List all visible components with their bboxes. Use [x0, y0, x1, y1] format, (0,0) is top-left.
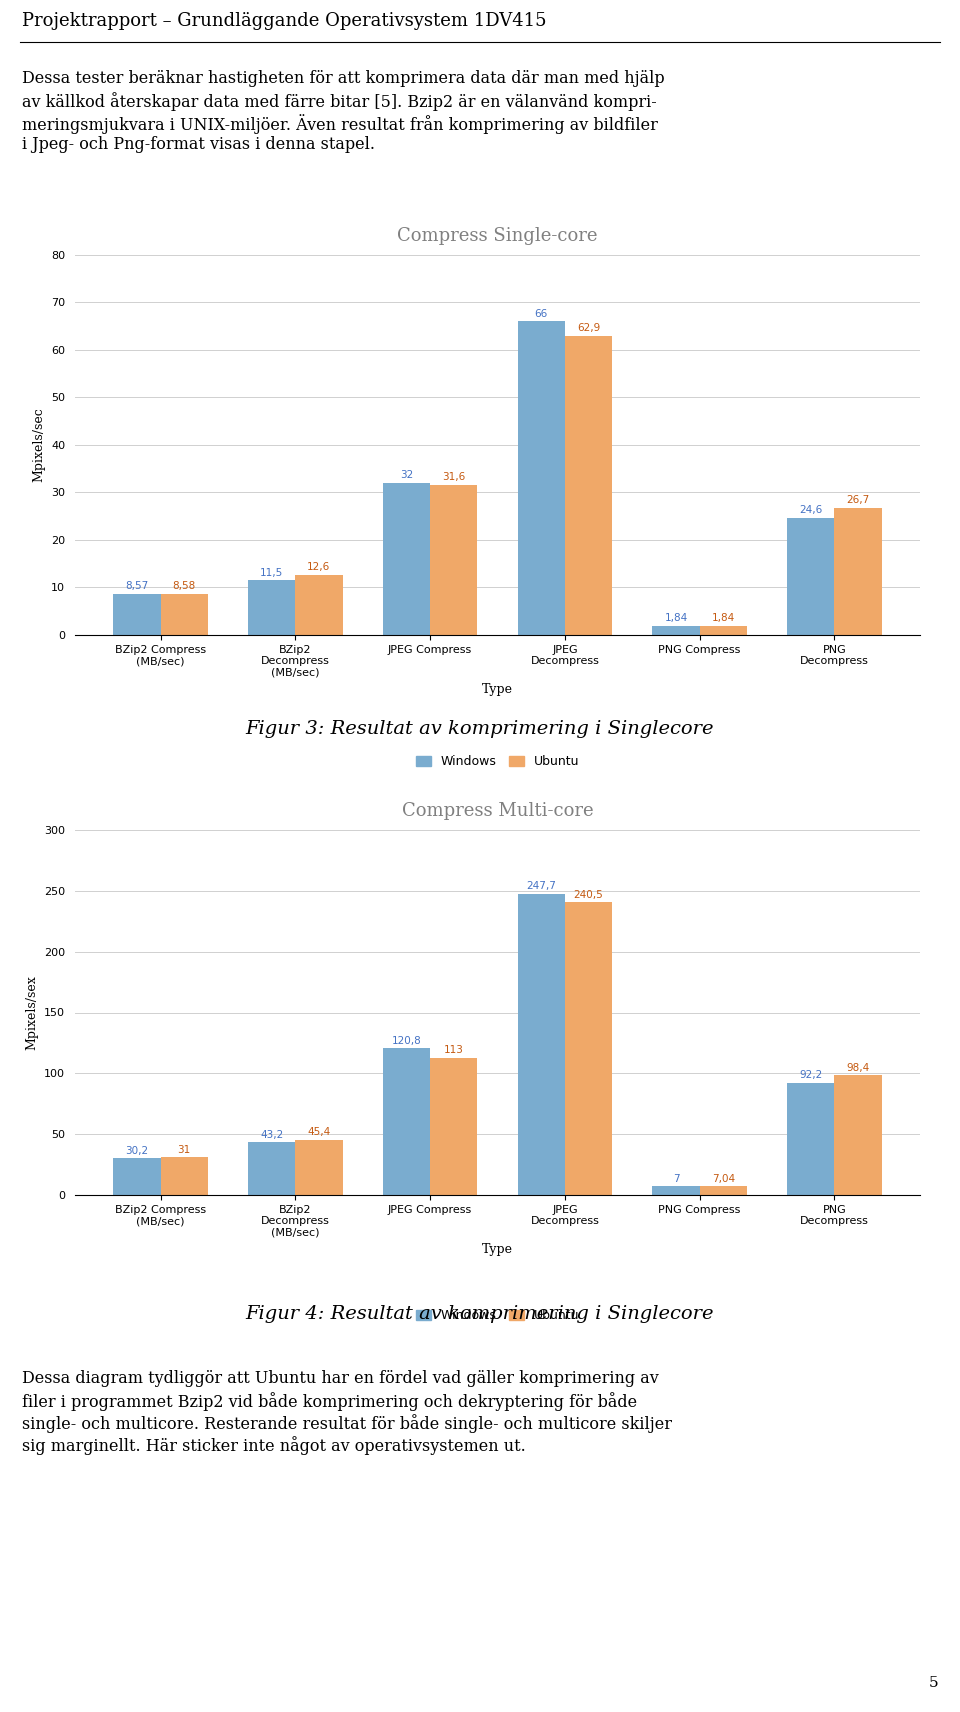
Text: 31: 31 [178, 1145, 191, 1156]
Legend: Windows, Ubuntu: Windows, Ubuntu [411, 750, 585, 774]
Text: 247,7: 247,7 [526, 882, 556, 892]
Text: meringsmjukvara i UNIX-miljöer. Även resultat från komprimering av bildfiler: meringsmjukvara i UNIX-miljöer. Även res… [22, 115, 658, 134]
Title: Compress Single-core: Compress Single-core [397, 228, 598, 245]
Bar [653, 627, 700, 635]
X-axis label: Type: Type [482, 1243, 513, 1257]
Text: 120,8: 120,8 [392, 1036, 421, 1046]
Text: 11,5: 11,5 [260, 567, 283, 577]
Text: 12,6: 12,6 [307, 562, 330, 572]
Text: 98,4: 98,4 [847, 1063, 870, 1073]
Text: av källkod återskapar data med färre bitar [5]. Bzip2 är en välanvänd kompri-: av källkod återskapar data med färre bit… [22, 92, 657, 111]
Text: single- och multicore. Resterande resultat för både single- och multicore skilje: single- och multicore. Resterande result… [22, 1414, 672, 1433]
Bar [296, 1140, 343, 1195]
Bar [834, 508, 881, 635]
Bar [517, 894, 564, 1195]
Bar [787, 519, 834, 635]
X-axis label: Type: Type [482, 683, 513, 697]
Text: 8,58: 8,58 [173, 582, 196, 591]
Bar [564, 336, 612, 635]
Bar [113, 1159, 160, 1195]
Bar [564, 902, 612, 1195]
Bar [700, 1186, 747, 1195]
Text: filer i programmet Bzip2 vid både komprimering och dekryptering för både: filer i programmet Bzip2 vid både kompri… [22, 1392, 637, 1411]
Text: 1,84: 1,84 [711, 613, 734, 623]
Text: 32: 32 [400, 471, 413, 479]
Text: 45,4: 45,4 [307, 1126, 330, 1137]
Text: 24,6: 24,6 [800, 505, 823, 515]
Text: 240,5: 240,5 [573, 890, 603, 901]
Bar [383, 1048, 430, 1195]
Text: Dessa tester beräknar hastigheten för att komprimera data där man med hjälp: Dessa tester beräknar hastigheten för at… [22, 70, 664, 87]
Text: sig marginellt. Här sticker inte något av operativsystemen ut.: sig marginellt. Här sticker inte något a… [22, 1436, 526, 1455]
Text: 66: 66 [535, 308, 548, 318]
Legend: Windows, Ubuntu: Windows, Ubuntu [411, 1305, 585, 1327]
Text: 30,2: 30,2 [126, 1145, 149, 1156]
Text: Figur 3: Resultat av komprimering i Singlecore: Figur 3: Resultat av komprimering i Sing… [246, 721, 714, 738]
Bar [517, 322, 564, 635]
Bar [113, 594, 160, 635]
Bar [249, 1142, 296, 1195]
Text: 113: 113 [444, 1044, 464, 1055]
Bar [296, 575, 343, 635]
Text: 43,2: 43,2 [260, 1130, 283, 1140]
Bar [834, 1075, 881, 1195]
Text: 8,57: 8,57 [126, 582, 149, 591]
Title: Compress Multi-core: Compress Multi-core [401, 803, 593, 820]
Bar [430, 1058, 477, 1195]
Bar [160, 1157, 207, 1195]
Text: 62,9: 62,9 [577, 324, 600, 334]
Text: 92,2: 92,2 [800, 1070, 823, 1080]
Text: 26,7: 26,7 [847, 495, 870, 505]
Text: i Jpeg- och Png-format visas i denna stapel.: i Jpeg- och Png-format visas i denna sta… [22, 135, 375, 152]
Text: Dessa diagram tydliggör att Ubuntu har en fördel vad gäller komprimering av: Dessa diagram tydliggör att Ubuntu har e… [22, 1370, 659, 1387]
Bar [430, 484, 477, 635]
Bar [249, 580, 296, 635]
Text: 5: 5 [928, 1676, 938, 1690]
Bar [383, 483, 430, 635]
Text: 7,04: 7,04 [711, 1174, 734, 1185]
Bar [700, 627, 747, 635]
Bar [653, 1186, 700, 1195]
Text: Projektrapport – Grundläggande Operativsystem 1DV415: Projektrapport – Grundläggande Operativs… [22, 12, 546, 31]
Text: 7: 7 [673, 1174, 680, 1185]
Text: 1,84: 1,84 [664, 613, 687, 623]
Bar [160, 594, 207, 635]
Y-axis label: Mpixels/sex: Mpixels/sex [26, 976, 38, 1049]
Text: Figur 4: Resultat av komprimering i Singlecore: Figur 4: Resultat av komprimering i Sing… [246, 1305, 714, 1323]
Y-axis label: Mpixels/sec: Mpixels/sec [33, 407, 45, 483]
Text: 31,6: 31,6 [442, 473, 466, 483]
Bar [787, 1082, 834, 1195]
